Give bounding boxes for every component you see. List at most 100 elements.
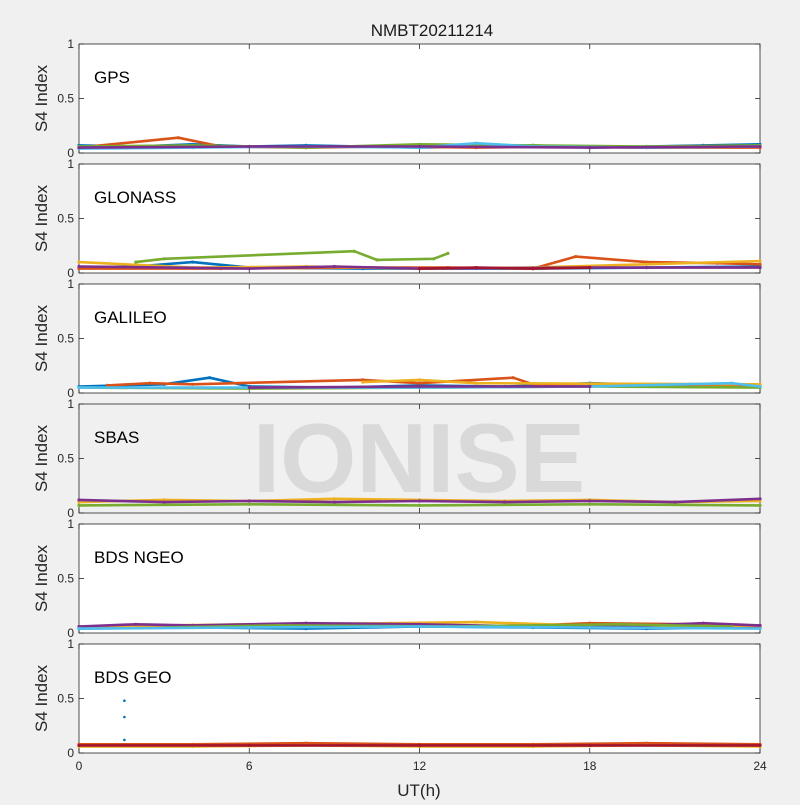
- data-point: [588, 502, 592, 506]
- plot-area: [78, 523, 761, 634]
- data-point: [588, 266, 592, 270]
- y-tick-label: 1: [67, 277, 74, 291]
- data-point: [304, 621, 308, 625]
- data-point: [474, 266, 478, 270]
- data-point: [758, 627, 762, 631]
- data-point: [123, 699, 126, 702]
- data-point: [162, 500, 166, 504]
- data-point: [105, 383, 109, 387]
- data-point: [673, 500, 677, 504]
- data-point: [644, 741, 649, 745]
- data-point: [616, 622, 620, 626]
- x-axis-label: UT(h): [397, 781, 440, 800]
- panel-label: GPS: [94, 68, 130, 87]
- data-point: [304, 741, 308, 745]
- data-point: [77, 260, 81, 264]
- panel-bds-geo: 0 0.5 1 0 6 12 18 24 S4 Index BDS GEO: [32, 637, 767, 773]
- chart-title: NMBT20211214: [371, 21, 494, 40]
- panel-sbas: 0 0.5 1 S4 Index SBAS: [32, 397, 762, 520]
- data-point: [417, 144, 422, 149]
- y-axis-label: S4 Index: [32, 424, 51, 492]
- data-point: [77, 500, 81, 504]
- plot-area: [78, 283, 761, 394]
- y-tick-label: 0: [67, 506, 74, 520]
- data-point: [758, 384, 762, 389]
- x-tick-label: 0: [76, 759, 83, 773]
- data-series: [77, 144, 762, 150]
- x-tick-label: 18: [583, 759, 597, 773]
- data-series: [134, 249, 450, 264]
- y-tick-label: 0.5: [57, 212, 74, 226]
- panel-galileo: 0 0.5 1 S4 Index GALILEO: [32, 277, 762, 400]
- data-point: [503, 500, 507, 504]
- data-point: [361, 380, 365, 384]
- y-tick-label: 0.5: [57, 572, 74, 586]
- y-tick-label: 0.5: [57, 452, 74, 466]
- data-point: [474, 141, 478, 145]
- y-axis-label: S4 Index: [32, 184, 51, 252]
- x-tick-label: 24: [753, 759, 767, 773]
- data-point: [332, 264, 336, 269]
- data-point: [190, 382, 195, 386]
- data-point: [77, 503, 81, 507]
- data-point: [375, 258, 379, 262]
- data-point: [247, 267, 251, 271]
- panel-group: 0 0.5 1 S4 Index GPS 0 0.5 1 S4 Index GLONASS 0 0.5…: [32, 37, 767, 773]
- data-point: [730, 381, 734, 385]
- data-point: [588, 384, 592, 389]
- panel-label: GLONASS: [94, 188, 176, 207]
- y-tick-label: 0: [67, 266, 74, 280]
- y-tick-label: 0.5: [57, 332, 74, 346]
- data-point: [162, 498, 166, 502]
- y-tick-label: 0: [67, 626, 74, 640]
- data-point: [361, 378, 365, 382]
- panel-glonass: 0 0.5 1 S4 Index GLONASS: [32, 157, 762, 280]
- data-point: [588, 743, 592, 748]
- y-tick-label: 0: [67, 746, 74, 760]
- y-tick-label: 0: [67, 386, 74, 400]
- plot-area: [78, 403, 761, 514]
- x-tick-label: 6: [246, 759, 253, 773]
- data-point: [758, 262, 762, 266]
- series-line: [418, 266, 592, 270]
- data-point: [432, 257, 436, 261]
- watermark-text: IONISE: [253, 403, 585, 513]
- x-tick-label: 12: [413, 759, 427, 773]
- series-line: [77, 265, 762, 270]
- y-tick-label: 1: [67, 37, 74, 51]
- data-point: [352, 249, 356, 253]
- data-point: [148, 381, 152, 385]
- data-point: [123, 738, 126, 742]
- data-point: [247, 743, 251, 748]
- panel-label: SBAS: [94, 428, 139, 447]
- data-series: [77, 743, 762, 748]
- y-axis-label: S4 Index: [32, 544, 51, 612]
- data-point: [758, 623, 762, 628]
- panel-label: GALILEO: [94, 308, 167, 327]
- y-axis-label: S4 Index: [32, 664, 51, 732]
- data-point: [77, 743, 81, 748]
- data-series: [77, 502, 762, 507]
- data-point: [77, 264, 81, 269]
- data-point: [417, 142, 422, 146]
- data-point: [134, 622, 138, 626]
- y-tick-label: 1: [67, 397, 74, 411]
- data-point: [446, 251, 450, 255]
- data-point: [417, 267, 422, 271]
- data-point: [511, 376, 515, 380]
- data-point: [247, 386, 251, 390]
- panel-gps: 0 0.5 1 S4 Index GPS: [32, 37, 762, 160]
- data-point: [758, 144, 762, 149]
- data-point: [207, 376, 212, 380]
- data-point: [417, 499, 422, 503]
- series-line: [134, 249, 450, 264]
- data-point: [588, 146, 592, 150]
- data-point: [644, 260, 649, 264]
- data-series: [247, 384, 592, 390]
- data-point: [474, 381, 478, 385]
- data-point: [417, 381, 422, 385]
- data-point: [134, 260, 138, 264]
- data-point: [758, 503, 762, 507]
- plot-area: [78, 163, 761, 274]
